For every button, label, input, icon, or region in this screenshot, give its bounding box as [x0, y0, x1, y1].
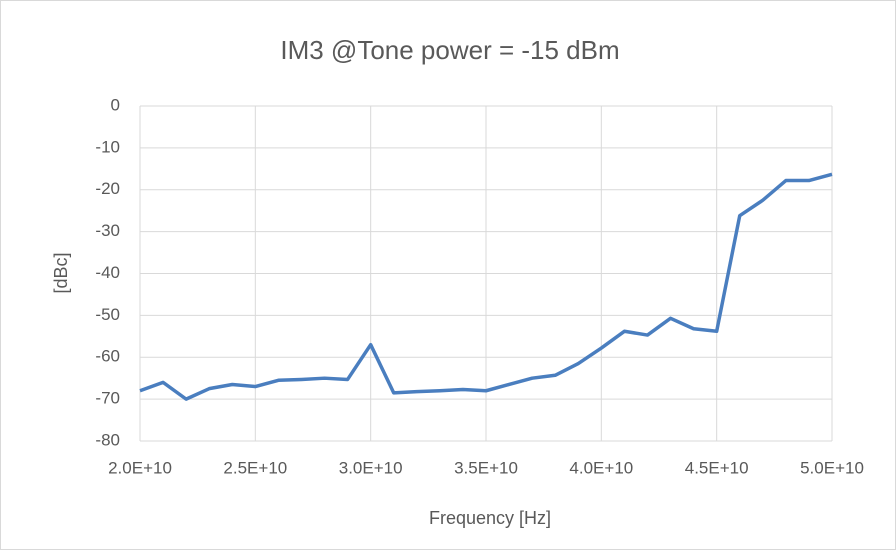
y-tick-label: 0	[111, 95, 120, 114]
y-tick-label: -60	[95, 347, 120, 366]
y-tick-label: -40	[95, 263, 120, 282]
x-tick-label: 2.0E+10	[108, 458, 172, 477]
y-axis-label: [dBc]	[51, 252, 71, 293]
y-tick-label: -10	[95, 137, 120, 156]
x-tick-label: 2.5E+10	[223, 458, 287, 477]
y-tick-label: -80	[95, 430, 120, 449]
y-tick-label: -70	[95, 389, 120, 408]
line-series	[139, 172, 833, 401]
x-tick-label: 3.5E+10	[454, 458, 518, 477]
y-tick-label: -30	[95, 221, 120, 240]
y-tick-label: -20	[95, 179, 120, 198]
x-tick-label: 3.0E+10	[339, 458, 403, 477]
x-tick-label: 5.0E+10	[800, 458, 864, 477]
x-tick-label: 4.0E+10	[569, 458, 633, 477]
y-tick-label: -50	[95, 305, 120, 324]
chart-title: IM3 @Tone power = -15 dBm	[280, 35, 619, 65]
x-axis-label: Frequency [Hz]	[429, 508, 551, 528]
x-tick-label: 4.5E+10	[685, 458, 749, 477]
